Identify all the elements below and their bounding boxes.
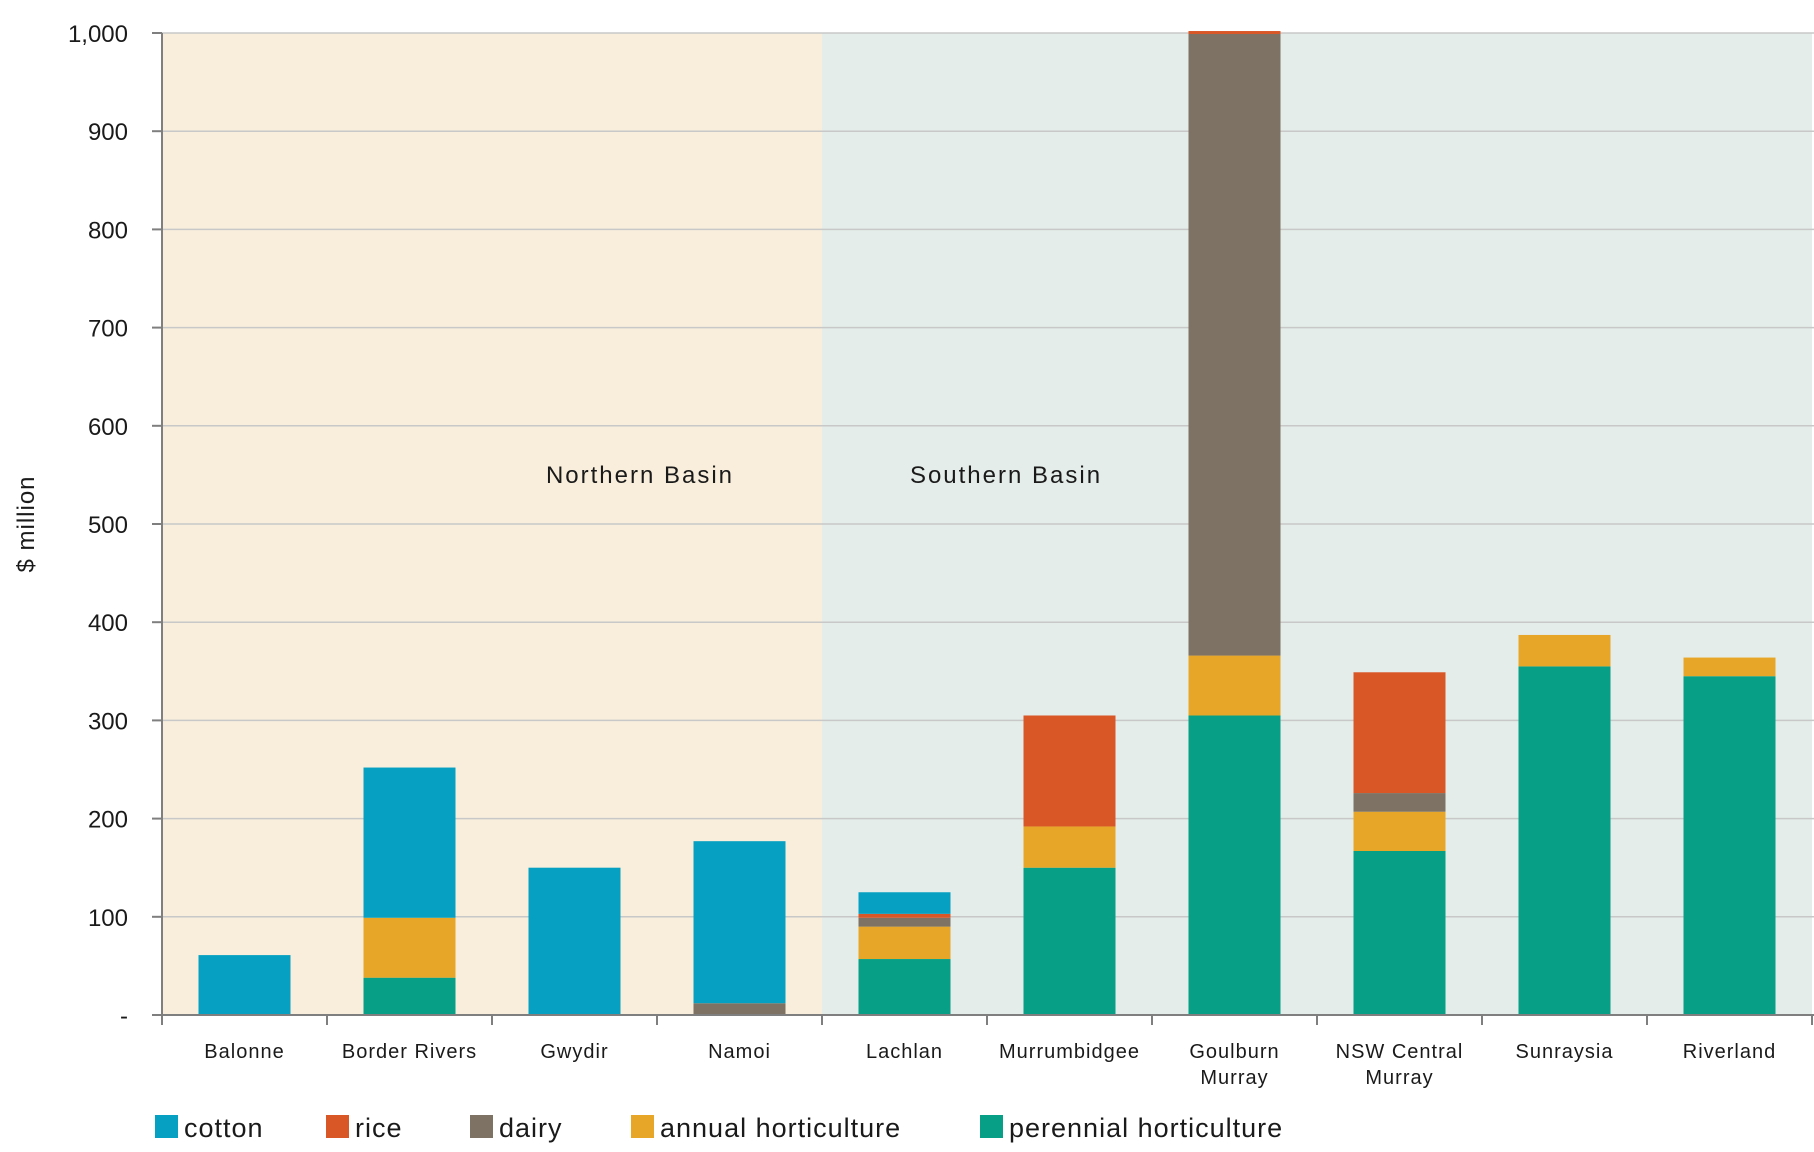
- bar-segment-cotton-2: [528, 867, 621, 1015]
- y-tick-label-5: 500: [88, 512, 128, 539]
- bar-segment-perennial-horticulture-4: [858, 959, 951, 1015]
- legend-label-perennial-horticulture: perennial horticulture: [1009, 1113, 1283, 1143]
- bar-segment-annual-horticulture-6: [1188, 655, 1281, 716]
- bar-segment-rice-5: [1023, 715, 1116, 827]
- y-tick-label-6: 600: [88, 414, 128, 441]
- category-label-8: Sunraysia: [1516, 1041, 1614, 1063]
- y-tick-label-9: 900: [88, 119, 128, 146]
- bar-segment-perennial-horticulture-1: [363, 977, 456, 1015]
- bar-segment-dairy-6: [1188, 33, 1281, 656]
- region-label-1: Southern Basin: [910, 462, 1102, 489]
- y-tick-label-10: 1,000: [68, 21, 128, 48]
- category-label-7: NSW Central Murray: [1336, 1041, 1464, 1089]
- y-tick-label-3: 300: [88, 708, 128, 735]
- bar-segment-annual-horticulture-5: [1023, 826, 1116, 868]
- bar-segment-rice-6: [1188, 31, 1281, 34]
- category-label-1: Border Rivers: [342, 1041, 477, 1063]
- category-label-6: Goulburn Murray: [1189, 1041, 1279, 1089]
- bar-segment-cotton-4: [858, 892, 951, 914]
- bar-segment-dairy-4: [858, 917, 951, 927]
- legend-swatch-perennial-horticulture: [980, 1115, 1003, 1138]
- legend-swatch-dairy: [470, 1115, 493, 1138]
- legend-swatch-rice: [326, 1115, 349, 1138]
- bar-segment-perennial-horticulture-5: [1023, 867, 1116, 1015]
- y-tick-label-8: 800: [88, 217, 128, 244]
- legend-label-annual-horticulture: annual horticulture: [660, 1113, 901, 1143]
- y-tick-label-7: 700: [88, 316, 128, 343]
- category-label-9: Riverland: [1683, 1041, 1776, 1063]
- bar-segment-annual-horticulture-9: [1683, 657, 1776, 677]
- category-label-5: Murrumbidgee: [999, 1041, 1140, 1063]
- y-tick-label-1: 100: [88, 905, 128, 932]
- y-axis-title: $ million: [13, 475, 40, 572]
- bar-segment-rice-4: [858, 913, 951, 918]
- y-tick-label-4: 400: [88, 610, 128, 637]
- category-label-2: Gwydir: [540, 1041, 608, 1063]
- category-label-4: Lachlan: [866, 1041, 943, 1063]
- bar-segment-annual-horticulture-1: [363, 917, 456, 978]
- bar-segment-annual-horticulture-7: [1353, 811, 1446, 852]
- bar-segment-annual-horticulture-4: [858, 926, 951, 960]
- bar-segment-annual-horticulture-8: [1518, 634, 1611, 667]
- bar-segment-cotton-0: [198, 955, 291, 1015]
- legend-label-rice: rice: [355, 1113, 403, 1143]
- legend-label-dairy: dairy: [499, 1113, 563, 1143]
- legend-label-cotton: cotton: [184, 1113, 264, 1143]
- bar-segment-rice-7: [1353, 672, 1446, 794]
- category-label-0: Balonne: [204, 1041, 284, 1063]
- bar-segment-dairy-3: [693, 1003, 786, 1015]
- bar-segment-perennial-horticulture-9: [1683, 676, 1776, 1015]
- y-tick-label-2: 200: [88, 807, 128, 834]
- category-label-3: Namoi: [708, 1041, 771, 1063]
- legend-swatch-annual-horticulture: [631, 1115, 654, 1138]
- y-tick-label-0: -: [120, 1003, 128, 1030]
- bar-segment-cotton-3: [693, 841, 786, 1004]
- region-label-0: Northern Basin: [546, 462, 734, 489]
- bar-segment-dairy-7: [1353, 793, 1446, 812]
- legend-swatch-cotton: [155, 1115, 178, 1138]
- bar-segment-cotton-1: [363, 767, 456, 918]
- bar-segment-perennial-horticulture-8: [1518, 666, 1611, 1015]
- bar-segment-perennial-horticulture-6: [1188, 715, 1281, 1015]
- bar-segment-perennial-horticulture-7: [1353, 851, 1446, 1015]
